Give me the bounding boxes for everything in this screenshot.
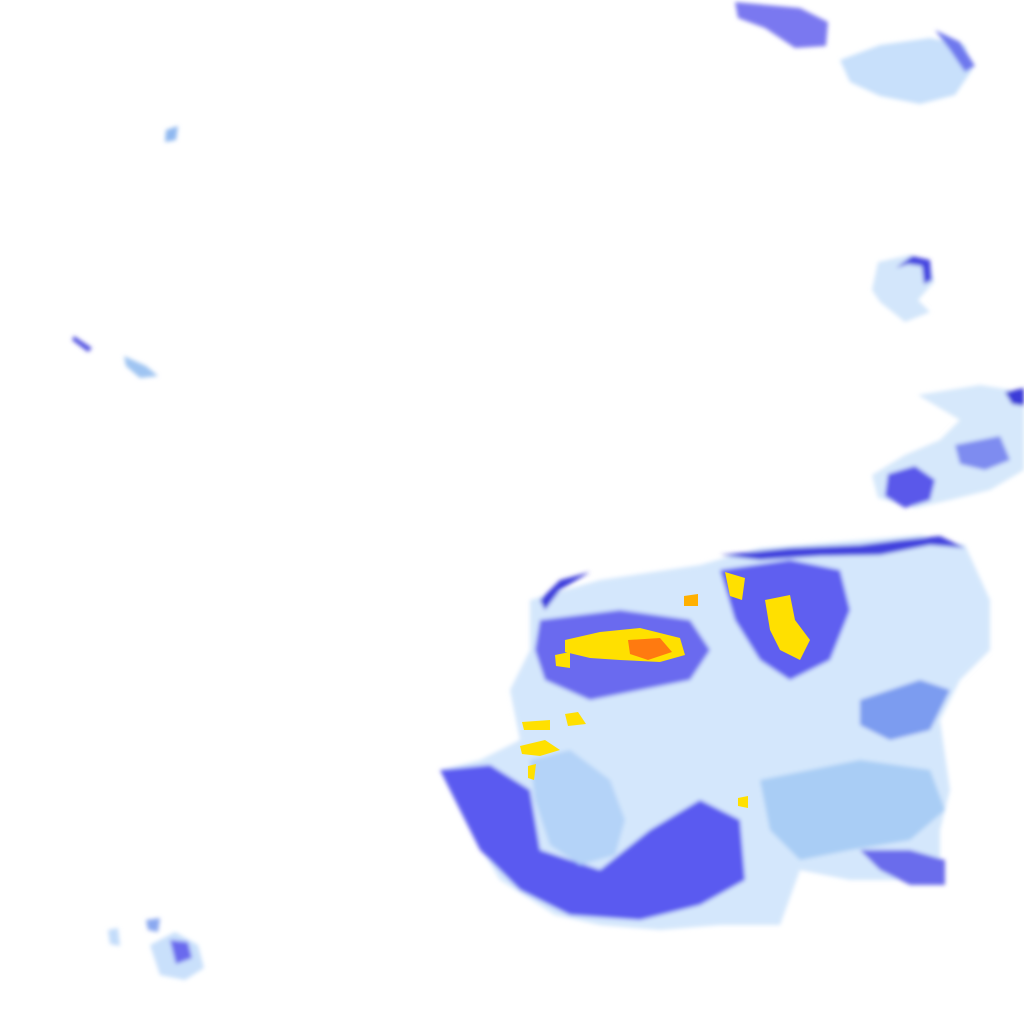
echo (735, 2, 828, 48)
echo (440, 765, 745, 920)
echo (765, 595, 810, 660)
echo (124, 356, 158, 378)
echo (555, 652, 570, 668)
echo (165, 126, 178, 142)
echo (860, 680, 950, 740)
echo (146, 918, 160, 932)
echo (522, 720, 550, 730)
echo (860, 850, 945, 885)
echo (720, 536, 965, 560)
echo (885, 466, 935, 508)
echo (170, 940, 192, 964)
echo (872, 255, 934, 322)
echo-intense (520, 572, 810, 808)
echo (684, 594, 698, 606)
echo (725, 572, 745, 600)
echo (528, 764, 536, 780)
echo (108, 928, 120, 946)
echo (565, 712, 586, 726)
echo-bottom-left (108, 918, 204, 980)
echo (840, 38, 972, 104)
echo (955, 436, 1010, 470)
echo (628, 638, 672, 660)
echo (738, 796, 748, 808)
echo-top-right (735, 2, 975, 104)
echo (1005, 388, 1024, 406)
echo (896, 256, 932, 284)
echo (72, 336, 92, 352)
echo (760, 760, 945, 860)
echo (935, 30, 975, 72)
echo-left (72, 126, 178, 378)
echo (520, 740, 560, 756)
echo (540, 572, 590, 610)
echo (530, 750, 625, 865)
echo-main (440, 535, 990, 930)
echo-right (872, 255, 1024, 508)
